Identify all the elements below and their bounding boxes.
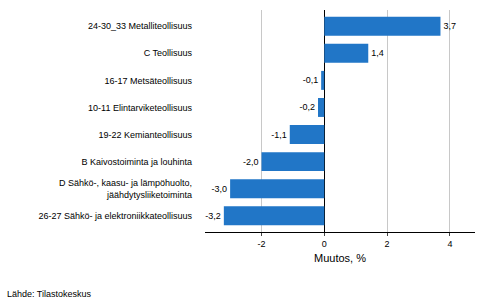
svg-text:0: 0 xyxy=(322,239,327,249)
svg-text:16-17 Metsäteollisuus: 16-17 Metsäteollisuus xyxy=(104,76,192,86)
svg-text:-0,1: -0,1 xyxy=(303,75,319,85)
svg-text:-0,2: -0,2 xyxy=(300,102,316,112)
svg-text:B Kaivostoiminta ja louhinta: B Kaivostoiminta ja louhinta xyxy=(81,157,192,167)
svg-text:-3,0: -3,0 xyxy=(212,184,228,194)
svg-text:Muutos, %: Muutos, % xyxy=(314,252,366,264)
svg-text:-3,2: -3,2 xyxy=(205,211,221,221)
svg-text:1,4: 1,4 xyxy=(371,48,384,58)
svg-text:-2: -2 xyxy=(258,239,266,249)
svg-text:3,7: 3,7 xyxy=(443,21,456,31)
svg-text:26-27 Sähkö- ja elektroniikkat: 26-27 Sähkö- ja elektroniikkateollisuus xyxy=(38,211,192,221)
svg-text:C Teollisuus: C Teollisuus xyxy=(144,48,193,58)
svg-text:2: 2 xyxy=(385,239,390,249)
svg-text:D Sähkö-, kaasu- ja lämpöhuolt: D Sähkö-, kaasu- ja lämpöhuolto,jäähdyty… xyxy=(59,178,192,200)
svg-text:19-22 Kemianteollisuus: 19-22 Kemianteollisuus xyxy=(98,130,192,140)
svg-text:Lähde: Tilastokeskus: Lähde: Tilastokeskus xyxy=(7,289,92,299)
svg-text:-2,0: -2,0 xyxy=(243,157,259,167)
svg-text:4: 4 xyxy=(447,239,452,249)
svg-text:24-30_33 Metalliteollisuus: 24-30_33 Metalliteollisuus xyxy=(88,21,193,31)
svg-text:10-11 Elintarviketeollisuus: 10-11 Elintarviketeollisuus xyxy=(88,103,192,113)
svg-text:-1,1: -1,1 xyxy=(271,130,287,140)
